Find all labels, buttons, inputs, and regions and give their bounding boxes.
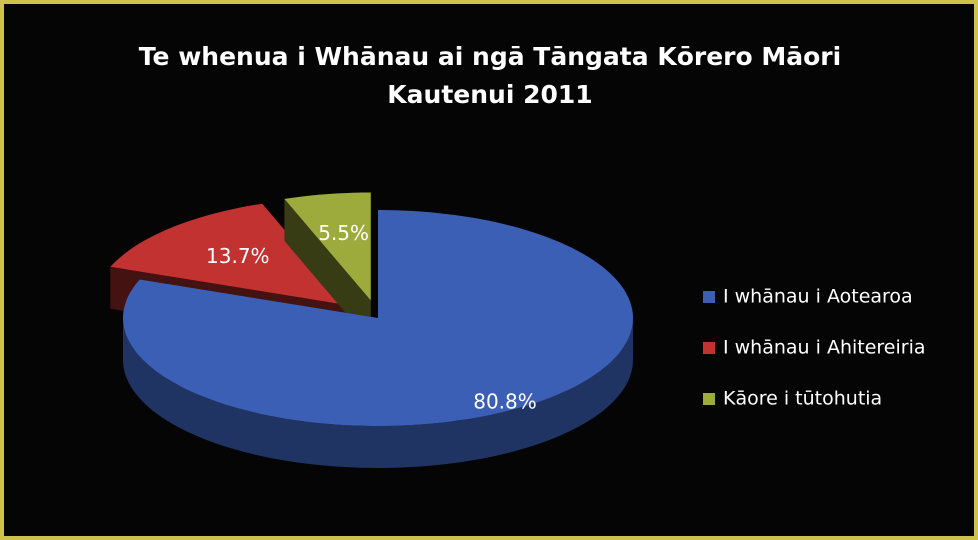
legend-label: Kāore i tūtohutia (723, 388, 882, 410)
data-label: 80.8% (473, 390, 537, 414)
slice-wall (123, 318, 633, 468)
legend-label: I whānau i Aotearoa (723, 286, 913, 308)
chart-subtitle: Kautenui 2011 (387, 80, 592, 109)
legend-swatch (703, 342, 715, 354)
slice (284, 192, 371, 343)
data-label: 13.7% (206, 244, 270, 268)
legend-swatch (703, 291, 715, 303)
slice-top (123, 210, 633, 426)
slice (123, 210, 633, 468)
data-label: 5.5% (318, 221, 369, 245)
chart-title: Te whenua i Whānau ai ngā Tāngata Kōrero… (139, 42, 841, 71)
legend-swatch (703, 393, 715, 405)
slice-top (284, 192, 371, 301)
slice-top (110, 203, 349, 306)
slice-side (284, 198, 371, 343)
legend-label: I whānau i Ahitereiria (723, 337, 926, 359)
